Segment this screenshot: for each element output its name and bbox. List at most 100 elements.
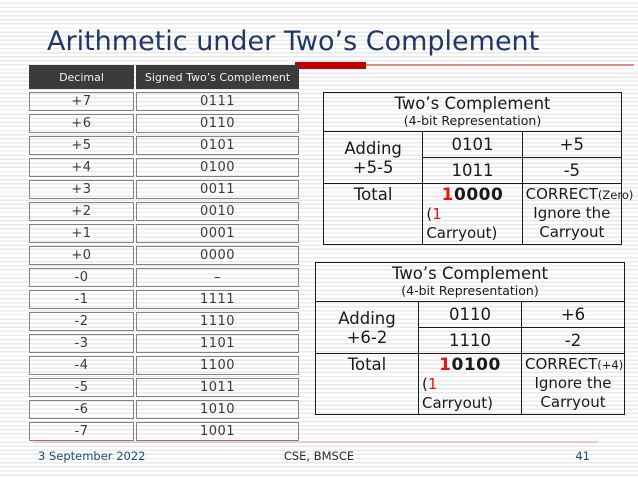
operand2-decimal: -5 — [521, 157, 623, 184]
table-row: -1 1111 — [29, 290, 299, 309]
binary-cell: 0110 — [136, 114, 299, 133]
total-bits-cell: 10100 (1 Carryout) — [418, 353, 522, 415]
slide-title: Arithmetic under Two’s Complement — [47, 26, 540, 57]
signed-column-header: Signed Two’s Complement — [136, 65, 299, 89]
binary-cell: 1010 — [136, 400, 299, 419]
footer-institution: CSE, BMSCE — [283, 449, 355, 463]
decimal-cell: +0 — [29, 246, 134, 265]
binary-cell: 0011 — [136, 180, 299, 199]
binary-cell: 0010 — [136, 202, 299, 221]
decimal-cell: +6 — [29, 114, 134, 133]
decimal-cell: -1 — [29, 290, 134, 309]
decimal-cell: +2 — [29, 202, 134, 221]
footer-divider-line — [33, 441, 598, 443]
example-table-plus6-minus2: Two’s Complement (4-bit Representation) … — [315, 262, 625, 415]
result-line2: Ignore the — [534, 373, 612, 392]
binary-cell: 0000 — [136, 246, 299, 265]
decimal-cell: -7 — [29, 422, 134, 441]
table-row: -2 1110 — [29, 312, 299, 331]
decimal-cell: +1 — [29, 224, 134, 243]
table-row: +3 0011 — [29, 180, 299, 199]
operand-row: 1011 -5 — [324, 157, 623, 184]
result-verdict: CORRECT(Zero) — [525, 185, 634, 203]
adding-label-cell: Adding +6-2 — [315, 301, 419, 354]
total-bits-cell: 10000 (1 Carryout) — [422, 183, 523, 245]
table-row: +6 0110 — [29, 114, 299, 133]
table-row: -5 1011 — [29, 378, 299, 397]
adding-label-line2: +6-2 — [346, 327, 388, 347]
table-row: +4 0100 — [29, 158, 299, 177]
decimal-cell: -5 — [29, 378, 134, 397]
total-bits: 10100 — [439, 355, 501, 375]
binary-cell: 1110 — [136, 312, 299, 331]
decimal-cell: +5 — [29, 136, 134, 155]
example-title-cell: Two’s Complement (4-bit Representation) — [315, 262, 625, 302]
adding-label-line2: +5-5 — [352, 157, 394, 177]
decimal-column-header: Decimal — [29, 65, 134, 89]
operand-row: Adding +6-2 0110 +6 — [315, 301, 625, 354]
total-row: Total 10100 (1 Carryout) CORRECT(+4) Ign… — [315, 353, 625, 415]
example-subtitle: (4-bit Representation) — [403, 113, 542, 129]
title-underline-accent — [295, 62, 366, 69]
result-cell: CORRECT(Zero) Ignore the Carryout — [521, 183, 634, 245]
carryout-note-line2: Carryout) — [422, 393, 494, 412]
binary-cell: – — [136, 268, 299, 287]
carryout-note-line1: (1 — [426, 205, 442, 223]
result-verdict: CORRECT(+4) — [525, 355, 624, 373]
carryout-note-line1: (1 — [422, 375, 438, 393]
table-row: -3 1101 — [29, 334, 299, 353]
binary-cell: 0001 — [136, 224, 299, 243]
adding-label-line1: Adding — [344, 138, 402, 158]
binary-cell: 0100 — [136, 158, 299, 177]
operand2-bits: 1110 — [418, 327, 522, 354]
table-row: +1 0001 — [29, 224, 299, 243]
table-row: -4 1100 — [29, 356, 299, 375]
example-title: Two’s Complement — [394, 94, 551, 114]
total-label: Total — [315, 353, 419, 415]
operand2-decimal: -2 — [521, 327, 625, 354]
result-line3: Carryout — [540, 392, 606, 411]
table-header-row: Decimal Signed Two’s Complement — [29, 65, 299, 89]
decimal-cell: -2 — [29, 312, 134, 331]
table-row: -0– — [29, 268, 299, 287]
example-title-cell: Two’s Complement (4-bit Representation) — [323, 92, 622, 132]
operand1-decimal: +6 — [521, 301, 625, 328]
binary-cell: 1100 — [136, 356, 299, 375]
binary-cell: 0101 — [136, 136, 299, 155]
binary-cell: 1111 — [136, 290, 299, 309]
operand1-decimal: +5 — [521, 131, 623, 158]
binary-cell: 0111 — [136, 92, 299, 111]
table-row: +2 0010 — [29, 202, 299, 221]
carryout-note-line2: Carryout) — [426, 223, 498, 242]
example-header-row: Two’s Complement (4-bit Representation) — [315, 262, 625, 302]
operand-row: Adding +5-5 0101 +5 — [322, 131, 623, 184]
total-row: Total 10000 (1 Carryout) CORRECT(Zero) I… — [322, 183, 634, 245]
decimal-cell: -0 — [29, 268, 134, 287]
binary-cell: 1001 — [136, 422, 299, 441]
title-underline-thin — [366, 64, 634, 66]
table-row: +7 0111 — [29, 92, 299, 111]
example-header-row: Two’s Complement (4-bit Representation) — [323, 92, 622, 132]
table-row: -6 1010 — [29, 400, 299, 419]
example-title: Two’s Complement — [391, 264, 549, 284]
decimal-cell: -4 — [29, 356, 134, 375]
table-row: -7 1001 — [29, 422, 299, 441]
operand1-bits: 0110 — [418, 301, 522, 328]
example-table-plus5-minus5: Two’s Complement (4-bit Representation) … — [322, 92, 634, 245]
decimal-cell: +7 — [29, 92, 134, 111]
operand-row: 1110 -2 — [316, 327, 625, 354]
table-row: +0 0000 — [29, 246, 299, 265]
operand2-bits: 1011 — [422, 157, 523, 184]
adding-label-cell: Adding +5-5 — [322, 131, 424, 184]
decimal-cell: -6 — [29, 400, 134, 419]
adding-label-line1: Adding — [338, 308, 396, 328]
total-bits: 10000 — [441, 185, 504, 205]
binary-cell: 1011 — [136, 378, 299, 397]
operand1-bits: 0101 — [422, 131, 523, 158]
footer-date: 3 September 2022 — [38, 449, 146, 463]
decimal-cell: +3 — [29, 180, 134, 199]
slide-number: 41 — [575, 449, 590, 463]
binary-cell: 1101 — [136, 334, 299, 353]
table-row: +5 0101 — [29, 136, 299, 155]
